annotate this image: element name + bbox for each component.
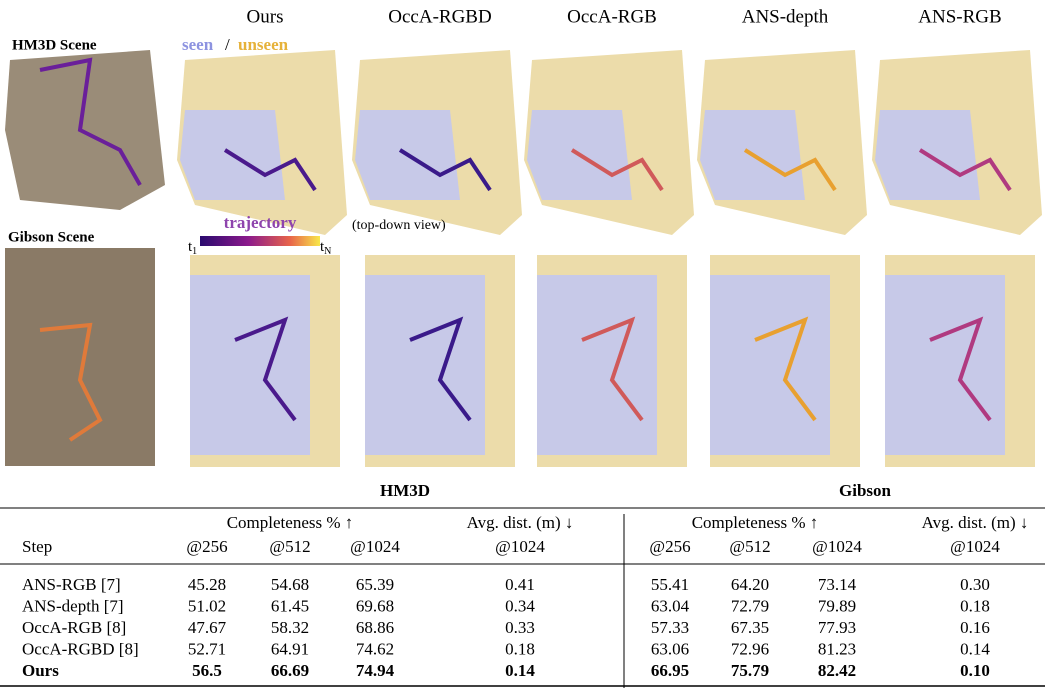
cell: 58.32: [271, 618, 309, 637]
column-header: Ours: [247, 6, 284, 27]
column-header: ANS-depth: [742, 6, 829, 27]
cell: 57.33: [651, 618, 689, 637]
column-label: @256: [186, 537, 227, 556]
cell: 73.14: [818, 575, 857, 594]
map-seen: [710, 275, 830, 455]
group-header: Gibson: [839, 481, 892, 500]
legend-t-start: t1: [188, 239, 197, 257]
row-name: OccA-RGB [8]: [22, 618, 126, 637]
scene-image: [5, 50, 165, 210]
legend-separator: /: [225, 35, 230, 54]
column-header: ANS-RGB: [918, 6, 1001, 27]
cell: 69.68: [356, 596, 394, 615]
cell: 75.79: [731, 661, 769, 680]
column-label: @1024: [495, 537, 545, 556]
cell: 0.34: [505, 596, 535, 615]
cell: 45.28: [188, 575, 226, 594]
cell: 55.41: [651, 575, 689, 594]
cell: 54.68: [271, 575, 309, 594]
cell: 63.06: [651, 639, 689, 658]
figure-page: HM3D Scene Gibson Scene seen / unseen tr…: [0, 0, 1045, 688]
cell: 72.96: [731, 639, 769, 658]
cell: 72.79: [731, 596, 769, 615]
subheader: Completeness % ↑: [692, 513, 819, 532]
cell: 51.02: [188, 596, 226, 615]
row-name: ANS-RGB [7]: [22, 575, 121, 594]
cell: 63.04: [651, 596, 690, 615]
cell: 0.18: [960, 596, 990, 615]
cell: 64.20: [731, 575, 769, 594]
cell: 79.89: [818, 596, 856, 615]
cell: 74.62: [356, 639, 394, 658]
group-header: HM3D: [380, 481, 430, 500]
subheader: Avg. dist. (m) ↓: [922, 513, 1029, 532]
figure-graphics: [5, 50, 1042, 467]
cell: 61.45: [271, 596, 309, 615]
cell: 0.18: [505, 639, 535, 658]
column-label: @512: [269, 537, 310, 556]
cell: 52.71: [188, 639, 226, 658]
cell: 0.16: [960, 618, 990, 637]
column-label: @256: [649, 537, 690, 556]
cell: 67.35: [731, 618, 769, 637]
cell: 77.93: [818, 618, 856, 637]
cell: 82.42: [818, 661, 856, 680]
column-header: OccA-RGB: [567, 6, 657, 27]
cell: 0.30: [960, 575, 990, 594]
cell: 66.69: [271, 661, 309, 680]
row-name: ANS-depth [7]: [22, 596, 124, 615]
cell: 81.23: [818, 639, 856, 658]
legend-unseen: unseen: [238, 35, 289, 54]
colorbar: [200, 236, 320, 246]
column-label: @1024: [350, 537, 400, 556]
map-seen: [885, 275, 1005, 455]
cell: 56.5: [192, 661, 222, 680]
cell: 0.33: [505, 618, 535, 637]
column-label: Step: [22, 537, 52, 556]
cell: 0.10: [960, 661, 990, 680]
map-seen: [365, 275, 485, 455]
legend-seen: seen: [182, 35, 214, 54]
cell: 0.41: [505, 575, 535, 594]
cell: 47.67: [188, 618, 227, 637]
legend-trajectory: trajectory: [224, 213, 297, 232]
column-label: @1024: [812, 537, 862, 556]
cell: 64.91: [271, 639, 309, 658]
column-header: OccA-RGBD: [388, 6, 491, 27]
row-label: HM3D Scene: [12, 37, 97, 53]
legend-t-end: tN: [320, 239, 331, 257]
cell: 66.95: [651, 661, 689, 680]
subheader: Avg. dist. (m) ↓: [467, 513, 574, 532]
row-label: Gibson Scene: [8, 229, 95, 245]
map-seen: [190, 275, 310, 455]
cell: 74.94: [356, 661, 395, 680]
cell: 0.14: [960, 639, 990, 658]
column-label: @1024: [950, 537, 1000, 556]
subheader: Completeness % ↑: [227, 513, 354, 532]
cell: 0.14: [505, 661, 535, 680]
column-label: @512: [729, 537, 770, 556]
cell: 68.86: [356, 618, 394, 637]
row-name: Ours: [22, 661, 59, 680]
row-name: OccA-RGBD [8]: [22, 639, 139, 658]
map-seen: [537, 275, 657, 455]
cell: 65.39: [356, 575, 394, 594]
annotation: (top-down view): [352, 218, 446, 233]
